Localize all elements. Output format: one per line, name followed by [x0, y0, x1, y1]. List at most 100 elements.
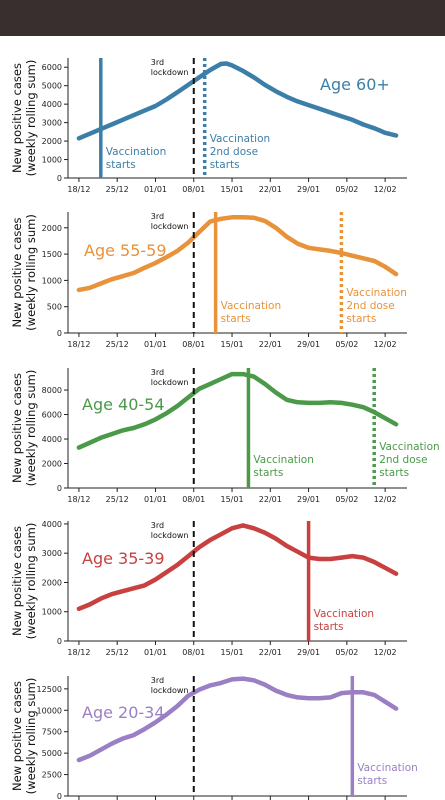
y-tick-label: 0 [57, 792, 62, 800]
x-tick-label: 12/02 [374, 495, 397, 504]
lockdown-label-line1: 3rd [151, 676, 164, 685]
x-tick-label: 08/01 [182, 648, 205, 657]
y-tick-label: 4000 [42, 435, 62, 444]
lockdown-label-line1: 3rd [151, 368, 164, 377]
x-tick-label: 08/01 [182, 495, 205, 504]
y-tick-label: 6000 [42, 63, 62, 72]
y-tick-label: 5000 [42, 82, 62, 91]
x-tick-label: 15/01 [221, 495, 244, 504]
event-label-2-line3: starts [346, 313, 376, 325]
y-tick-label: 6000 [42, 411, 62, 420]
chart-panel-1: 0 1000 2000 3000 4000 5000 6000 18/12 25/12 01/01… [10, 58, 407, 194]
y-axis-label-line1: New positive cases [10, 63, 24, 173]
x-tick-label: 22/01 [259, 340, 282, 349]
y-tick-label: 2000 [42, 224, 62, 233]
chart-panel-3: 0 2000 4000 6000 8000 18/12 25/12 01/01 08/01 15/… [10, 368, 440, 504]
x-tick-label: 05/02 [335, 648, 358, 657]
y-axis-label: New positive cases(weekly rolling sum) [10, 214, 38, 331]
chart-panel-4: 0 1000 2000 3000 4000 18/12 25/12 01/01 08/01 15/… [10, 520, 407, 657]
x-tick-label: 18/12 [67, 340, 90, 349]
y-axis-label-line1: New positive cases [10, 526, 24, 636]
lockdown-label-line2: lockdown [151, 531, 189, 540]
x-tick-label: 25/12 [106, 495, 129, 504]
event-label-1-line1: Vaccination [357, 762, 417, 774]
x-tick-label: 25/12 [106, 185, 129, 194]
y-axis-label: New positive cases(weekly rolling sum) [10, 60, 38, 177]
y-tick-label: 1000 [42, 156, 62, 165]
x-tick-label: 01/01 [144, 340, 167, 349]
series-line [76, 61, 399, 141]
lockdown-label-line2: lockdown [151, 222, 189, 231]
y-axis-label-line2: (weekly rolling sum) [24, 214, 38, 331]
x-tick-label: 05/02 [335, 340, 358, 349]
y-tick-label: 5000 [42, 749, 62, 758]
panel-title: Age 20-34 [82, 703, 165, 722]
y-tick-label: 1000 [42, 608, 62, 617]
x-tick-label: 12/02 [374, 648, 397, 657]
series-line [76, 371, 399, 450]
panel-title: Age 35-39 [82, 549, 165, 568]
series-line [76, 523, 399, 612]
y-tick-label: 0 [57, 637, 62, 646]
y-tick-label: 2000 [42, 137, 62, 146]
x-tick-label: 01/01 [144, 185, 167, 194]
y-axis-label: New positive cases(weekly rolling sum) [10, 523, 38, 640]
x-tick-label: 25/12 [106, 340, 129, 349]
x-tick-label: 29/01 [297, 185, 320, 194]
x-tick-label: 01/01 [144, 495, 167, 504]
lockdown-label-line1: 3rd [151, 58, 164, 67]
y-axis-label-line2: (weekly rolling sum) [24, 60, 38, 177]
y-tick-label: 4000 [42, 520, 62, 529]
y-tick-label: 1500 [42, 250, 62, 259]
y-tick-label: 2000 [42, 460, 62, 469]
x-tick-label: 12/02 [374, 340, 397, 349]
event-label-1-line2: starts [106, 159, 136, 171]
x-tick-label: 18/12 [67, 495, 90, 504]
y-axis-label-line1: New positive cases [10, 681, 24, 791]
series-line [76, 215, 399, 293]
lockdown-label-line2: lockdown [151, 378, 189, 387]
event-label-1-line2: starts [221, 313, 251, 325]
x-tick-label: 08/01 [182, 340, 205, 349]
event-label-2-line1: Vaccination [210, 133, 270, 145]
x-tick-label: 05/02 [335, 495, 358, 504]
y-tick-label: 3000 [42, 119, 62, 128]
event-label-2-line2: 2nd dose [346, 300, 394, 312]
lockdown-label-line1: 3rd [151, 521, 164, 530]
y-tick-label: 0 [57, 174, 62, 183]
x-tick-label: 29/01 [297, 340, 320, 349]
event-label-1-line1: Vaccination [314, 608, 374, 620]
x-tick-label: 15/01 [221, 340, 244, 349]
x-tick-label: 01/01 [144, 648, 167, 657]
top-bar [0, 0, 445, 36]
lockdown-label-line2: lockdown [151, 686, 189, 695]
event-label-2-line2: 2nd dose [379, 454, 427, 466]
y-axis-label: New positive cases(weekly rolling sum) [10, 370, 38, 487]
y-axis-label-line1: New positive cases [10, 373, 24, 483]
x-tick-label: 18/12 [67, 185, 90, 194]
x-tick-label: 29/01 [297, 495, 320, 504]
y-tick-label: 8000 [42, 386, 62, 395]
x-tick-label: 05/02 [335, 185, 358, 194]
event-label-1-line2: starts [357, 775, 387, 787]
y-tick-label: 0 [57, 329, 62, 338]
x-tick-label: 15/01 [221, 185, 244, 194]
y-axis-label: New positive cases(weekly rolling sum) [10, 678, 38, 795]
x-tick-label: 12/02 [374, 185, 397, 194]
event-label-2-line1: Vaccination [379, 441, 439, 453]
event-label-1-line1: Vaccination [106, 146, 166, 158]
x-tick-label: 15/01 [221, 648, 244, 657]
y-tick-label: 2500 [42, 771, 62, 780]
chart-panel-5: 0250050007500100001250018/1225/1201/0108… [10, 676, 418, 800]
y-tick-label: 3000 [42, 549, 62, 558]
x-tick-label: 29/01 [297, 648, 320, 657]
x-tick-label: 22/01 [259, 495, 282, 504]
event-label-2-line2: 2nd dose [210, 146, 258, 158]
event-label-2-line3: starts [379, 467, 409, 479]
y-tick-label: 10000 [37, 706, 62, 715]
y-tick-label: 1000 [42, 276, 62, 285]
event-label-1-line2: starts [253, 467, 283, 479]
y-axis-label-line2: (weekly rolling sum) [24, 678, 38, 795]
y-tick-label: 7500 [42, 728, 62, 737]
y-axis-label-line2: (weekly rolling sum) [24, 523, 38, 640]
